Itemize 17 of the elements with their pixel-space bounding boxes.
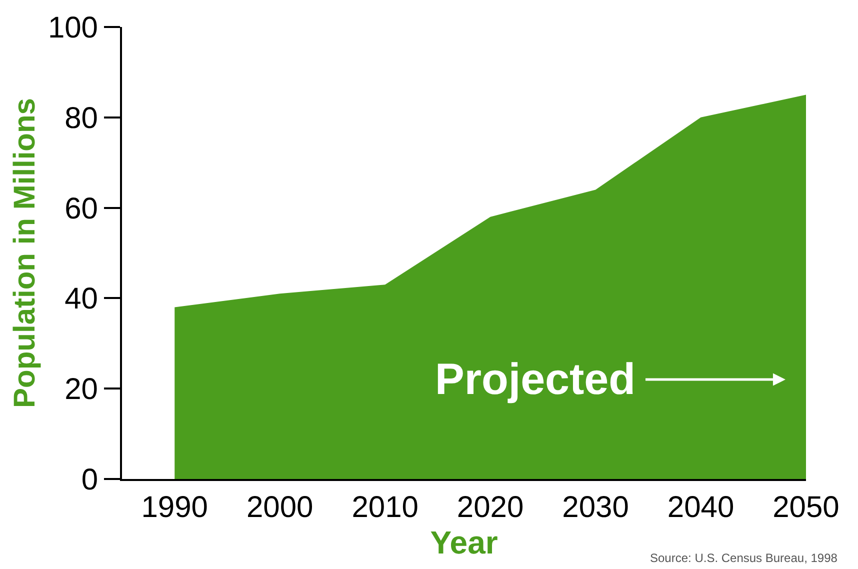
x-tick-label: 2000 [246,491,314,524]
y-tick-label: 0 [81,464,98,496]
annotation: Projected [435,355,636,404]
x-tick-label: 2020 [456,491,524,524]
x-tick-label: 2030 [562,491,629,524]
x-tick-label: 2050 [772,491,840,524]
x-tick-label: 2010 [352,491,418,524]
y-axis-title: Population in Millions [8,98,42,408]
y-tick-label: 20 [64,373,98,406]
y-tick-label: 40 [64,282,98,316]
x-tick-label: 2040 [667,491,734,524]
x-tick-label: 1990 [141,491,208,524]
y-tick-label: 100 [48,12,98,44]
source-note: Source: U.S. Census Bureau, 1998 [650,551,838,565]
y-tick-label: 80 [64,102,98,135]
y-tick-label: 60 [64,192,98,226]
x-axis-title: Year [430,524,498,560]
